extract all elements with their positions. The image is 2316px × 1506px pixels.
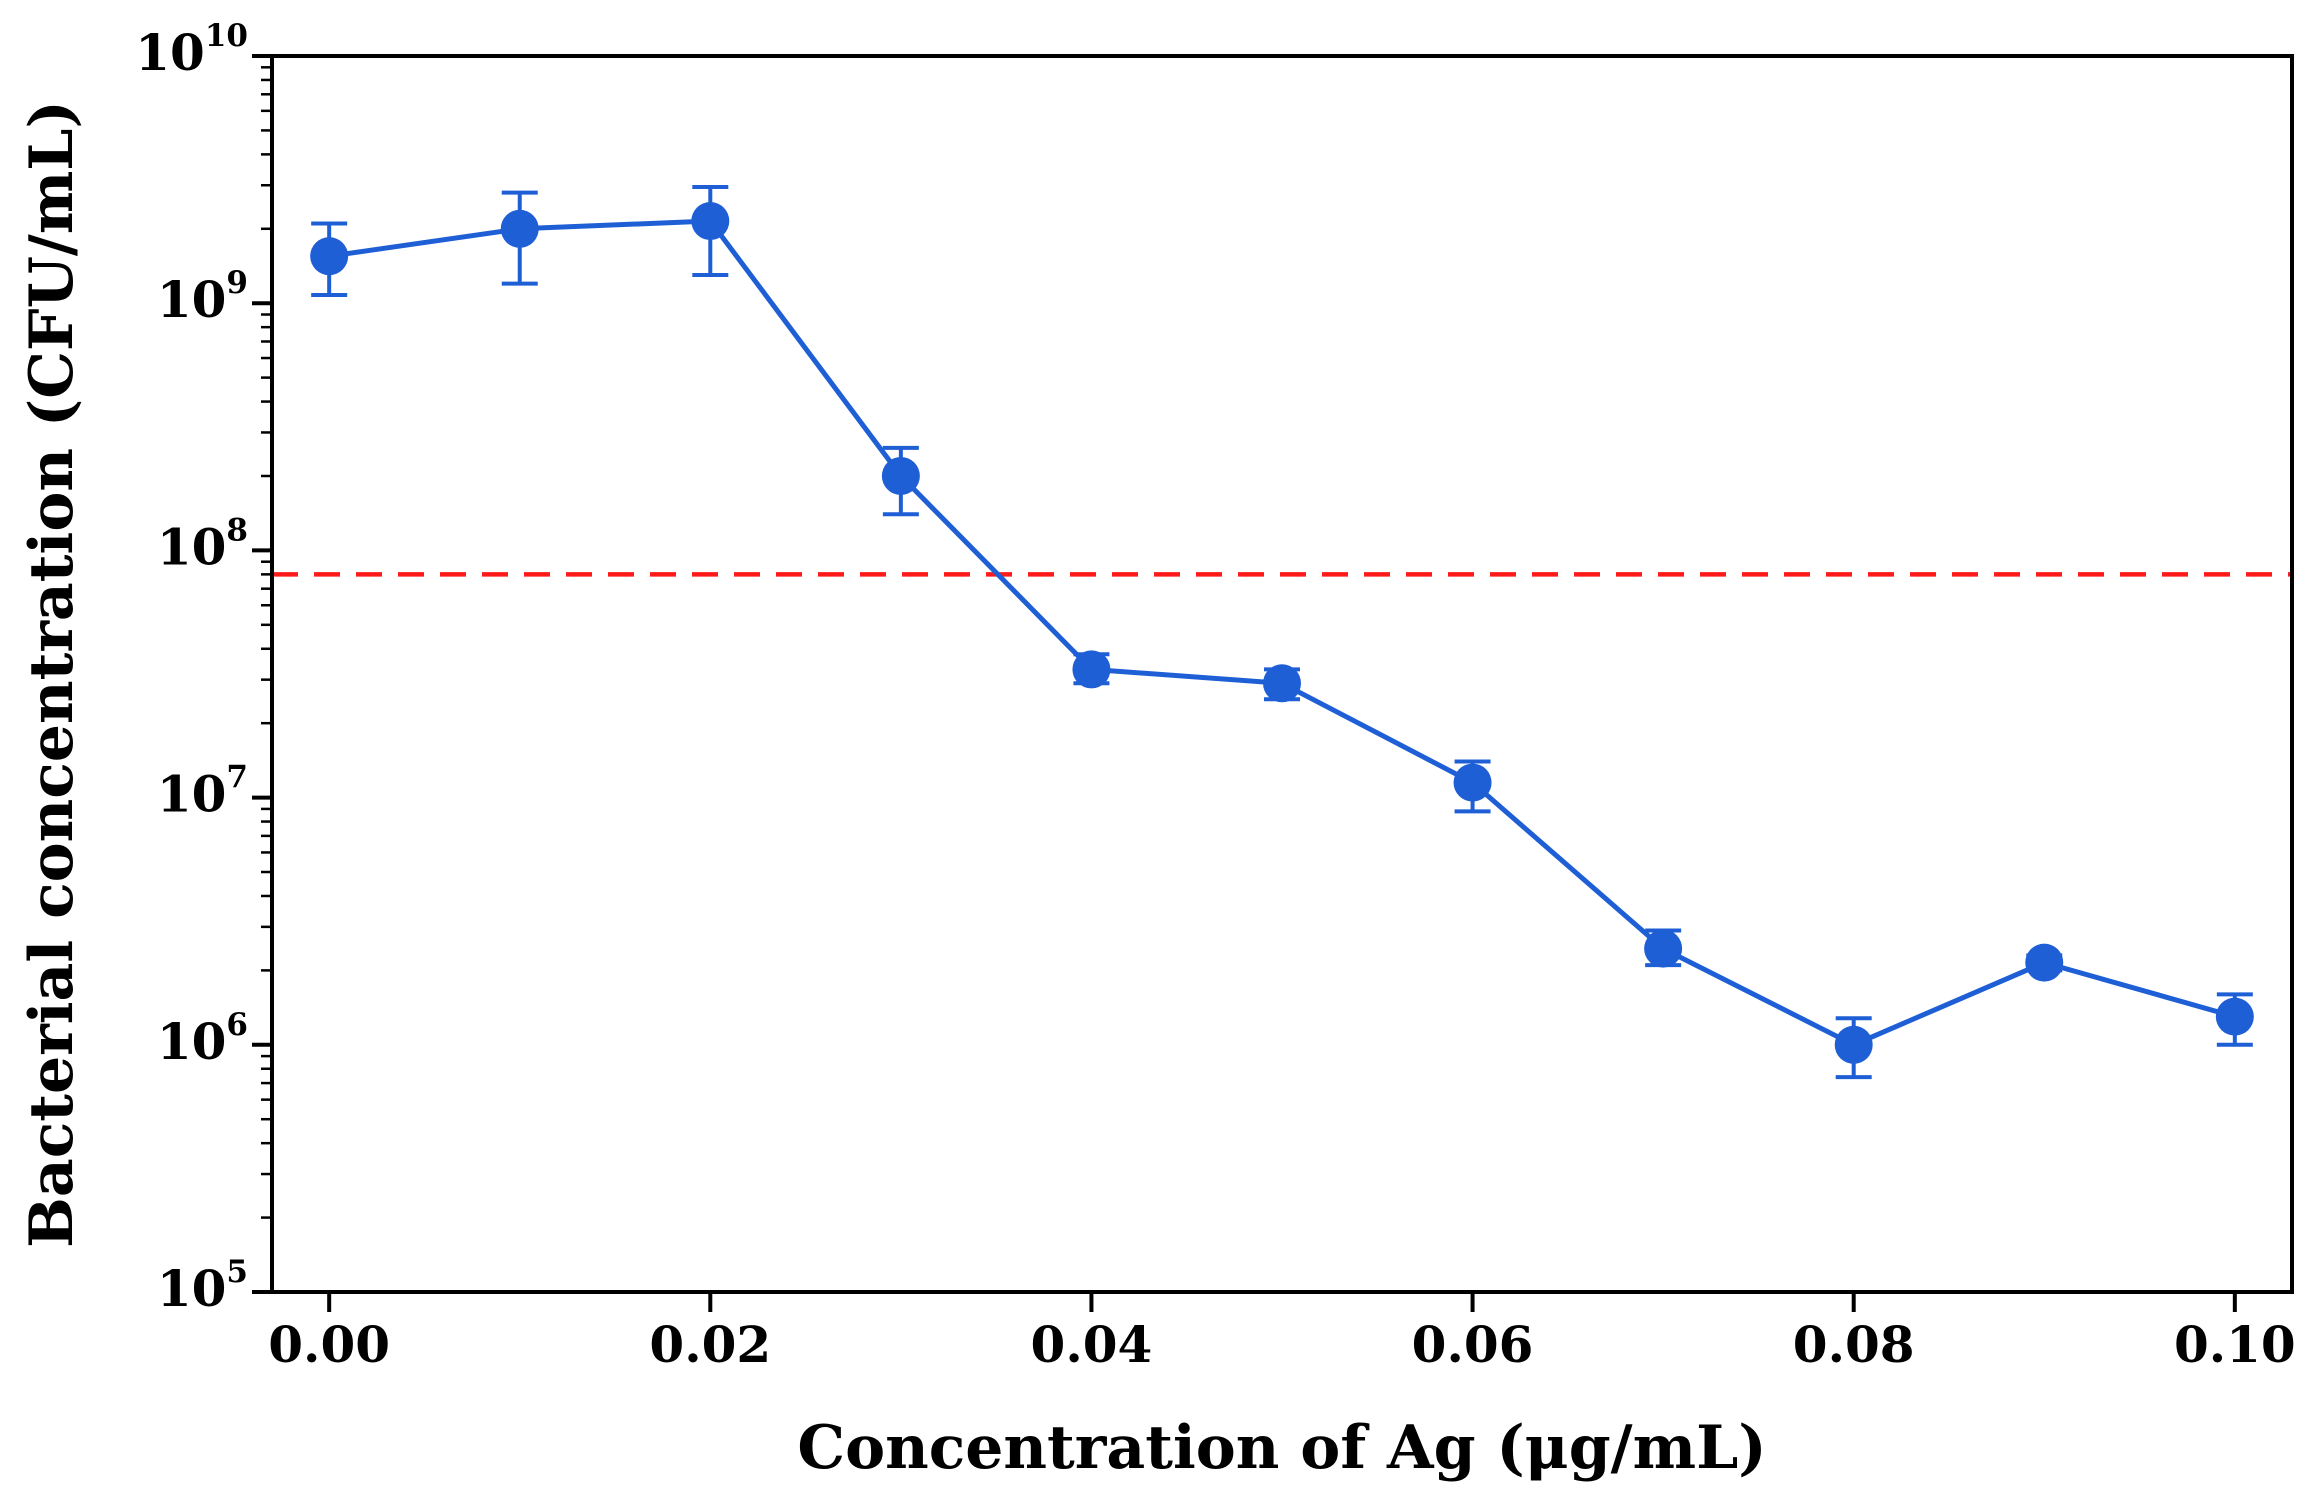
y-tick-label-base: 10 xyxy=(135,23,205,82)
data-point xyxy=(1263,664,1301,703)
x-tick-label: 0.06 xyxy=(1412,1315,1534,1374)
data-point xyxy=(1644,929,1683,968)
y-tick-label-exponent: 10 xyxy=(205,18,248,54)
y-tick-label-exponent: 8 xyxy=(226,512,248,548)
x-tick-label: 0.02 xyxy=(649,1315,771,1374)
y-tick-label-base: 10 xyxy=(157,270,227,329)
y-tick-label-base: 10 xyxy=(157,765,227,824)
data-point xyxy=(881,456,920,495)
data-point xyxy=(1453,763,1492,802)
x-axis-label: Concentration of Ag (μg/mL) xyxy=(797,1413,1766,1483)
x-tick-label: 0.00 xyxy=(268,1315,390,1374)
y-tick-label-base: 10 xyxy=(157,517,227,576)
series-line xyxy=(328,218,2236,1048)
x-axis: 0.00 0.02 0.04 0.06 0.08 0.10 xyxy=(268,1292,2296,1374)
x-tick-label: 0.08 xyxy=(1793,1315,1915,1374)
y-tick-label-base: 10 xyxy=(157,1012,227,1071)
plot-area xyxy=(272,185,2292,1080)
y-tick-label: 109 xyxy=(157,265,248,329)
x-tick-label: 0.10 xyxy=(2174,1315,2296,1374)
data-point xyxy=(1834,1025,1873,1064)
plot-frame xyxy=(270,54,2294,1294)
data-point xyxy=(2025,943,2064,982)
y-tick-label: 105 xyxy=(157,1254,248,1318)
y-tick-label-exponent: 6 xyxy=(226,1007,248,1043)
y-tick-label-base: 10 xyxy=(157,1259,227,1318)
x-tick-label: 0.04 xyxy=(1031,1315,1153,1374)
data-point xyxy=(691,202,730,241)
data-point xyxy=(2215,997,2254,1036)
data-point xyxy=(1072,650,1111,689)
y-axis-label: Bacterial concentration (CFU/mL) xyxy=(17,100,87,1248)
y-tick-label-exponent: 5 xyxy=(226,1254,248,1290)
y-tick-label: 108 xyxy=(157,512,248,576)
data-point xyxy=(310,237,349,276)
y-tick-label-exponent: 9 xyxy=(226,265,248,301)
y-tick-label: 1010 xyxy=(135,18,248,82)
y-tick-label: 106 xyxy=(157,1007,248,1071)
data-point xyxy=(500,209,539,248)
y-tick-label-exponent: 7 xyxy=(226,760,248,796)
y-tick-label: 107 xyxy=(157,760,248,824)
